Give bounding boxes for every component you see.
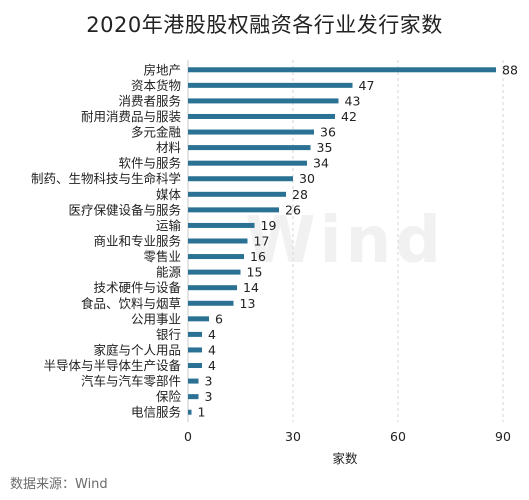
category-label: 食品、饮料与烟草 bbox=[81, 296, 181, 311]
data-label: 15 bbox=[247, 265, 263, 280]
data-label: 30 bbox=[299, 171, 315, 186]
bar bbox=[188, 222, 255, 228]
x-tick-label: 0 bbox=[184, 429, 192, 444]
data-label: 13 bbox=[240, 296, 256, 311]
category-label: 多元金融 bbox=[131, 125, 182, 140]
category-label: 公用事业 bbox=[131, 311, 181, 326]
bar bbox=[188, 378, 199, 384]
bar bbox=[188, 347, 202, 353]
bar bbox=[188, 254, 244, 260]
category-label: 房地产 bbox=[143, 62, 181, 77]
category-label: 材料 bbox=[156, 140, 182, 155]
category-label: 媒体 bbox=[156, 187, 182, 202]
category-label: 半导体与半导体生产设备 bbox=[43, 358, 181, 373]
category-label: 能源 bbox=[156, 265, 182, 280]
category-label: 技术硬件与设备 bbox=[93, 280, 181, 295]
data-label: 88 bbox=[502, 62, 518, 77]
category-label: 商业和专业服务 bbox=[93, 234, 181, 249]
data-label: 26 bbox=[285, 202, 301, 217]
data-label: 4 bbox=[208, 342, 216, 357]
data-label: 36 bbox=[320, 125, 336, 140]
category-label: 银行 bbox=[156, 327, 181, 342]
data-label: 14 bbox=[243, 280, 259, 295]
data-label: 35 bbox=[317, 140, 333, 155]
category-label: 资本货物 bbox=[131, 78, 181, 93]
bar bbox=[188, 409, 192, 415]
category-labels: 房地产资本货物消费者服务耐用消费品与服装多元金融材料软件与服务制药、生物科技与生… bbox=[31, 62, 182, 419]
bar bbox=[188, 207, 279, 213]
bar bbox=[188, 82, 353, 88]
category-label: 消费者服务 bbox=[118, 93, 181, 108]
bar bbox=[188, 331, 202, 337]
bar bbox=[188, 191, 286, 197]
bar bbox=[188, 363, 202, 369]
category-label: 软件与服务 bbox=[118, 156, 181, 171]
data-label: 4 bbox=[208, 358, 216, 373]
category-label: 汽车与汽车零部件 bbox=[81, 374, 181, 389]
chart-title: 2020年港股股权融资各行业发行家数 bbox=[86, 13, 443, 37]
category-label: 耐用消费品与服装 bbox=[81, 109, 181, 124]
data-label: 3 bbox=[205, 374, 213, 389]
bar bbox=[188, 98, 339, 104]
bar bbox=[188, 394, 199, 400]
category-label: 零售业 bbox=[143, 249, 181, 264]
source-note: 数据来源：Wind bbox=[10, 477, 108, 492]
bar bbox=[188, 160, 307, 166]
watermark: Wind bbox=[245, 204, 445, 278]
data-label: 16 bbox=[250, 249, 266, 264]
x-axis-ticks: 0 30 60 90 bbox=[184, 429, 511, 444]
bar bbox=[188, 300, 234, 306]
data-label: 3 bbox=[205, 389, 213, 404]
data-label: 43 bbox=[345, 93, 361, 108]
data-label: 42 bbox=[341, 109, 357, 124]
data-label: 34 bbox=[313, 156, 329, 171]
category-label: 运输 bbox=[156, 218, 182, 233]
x-axis-label: 家数 bbox=[332, 451, 358, 466]
category-label: 医疗保健设备与服务 bbox=[68, 202, 181, 217]
data-label: 4 bbox=[208, 327, 216, 342]
bar bbox=[188, 113, 335, 119]
x-tick-label: 90 bbox=[495, 429, 511, 444]
data-label: 17 bbox=[254, 234, 270, 249]
data-label: 6 bbox=[215, 311, 223, 326]
bars bbox=[188, 67, 496, 415]
category-label: 保险 bbox=[156, 389, 182, 404]
bar bbox=[188, 176, 293, 182]
data-label: 19 bbox=[261, 218, 277, 233]
bar bbox=[188, 129, 314, 135]
gridlines bbox=[187, 60, 504, 422]
bar bbox=[188, 316, 209, 322]
bar bbox=[188, 238, 248, 244]
category-label: 电信服务 bbox=[131, 405, 181, 420]
data-label: 28 bbox=[292, 187, 308, 202]
bar bbox=[188, 67, 496, 73]
bar bbox=[188, 285, 237, 291]
bar bbox=[188, 269, 241, 275]
data-label: 1 bbox=[198, 405, 206, 420]
data-label: 47 bbox=[359, 78, 375, 93]
x-tick-label: 60 bbox=[390, 429, 406, 444]
category-label: 制药、生物科技与生命科学 bbox=[31, 171, 181, 186]
bar bbox=[188, 145, 311, 151]
x-tick-label: 30 bbox=[285, 429, 301, 444]
category-label: 家庭与个人用品 bbox=[93, 342, 181, 357]
